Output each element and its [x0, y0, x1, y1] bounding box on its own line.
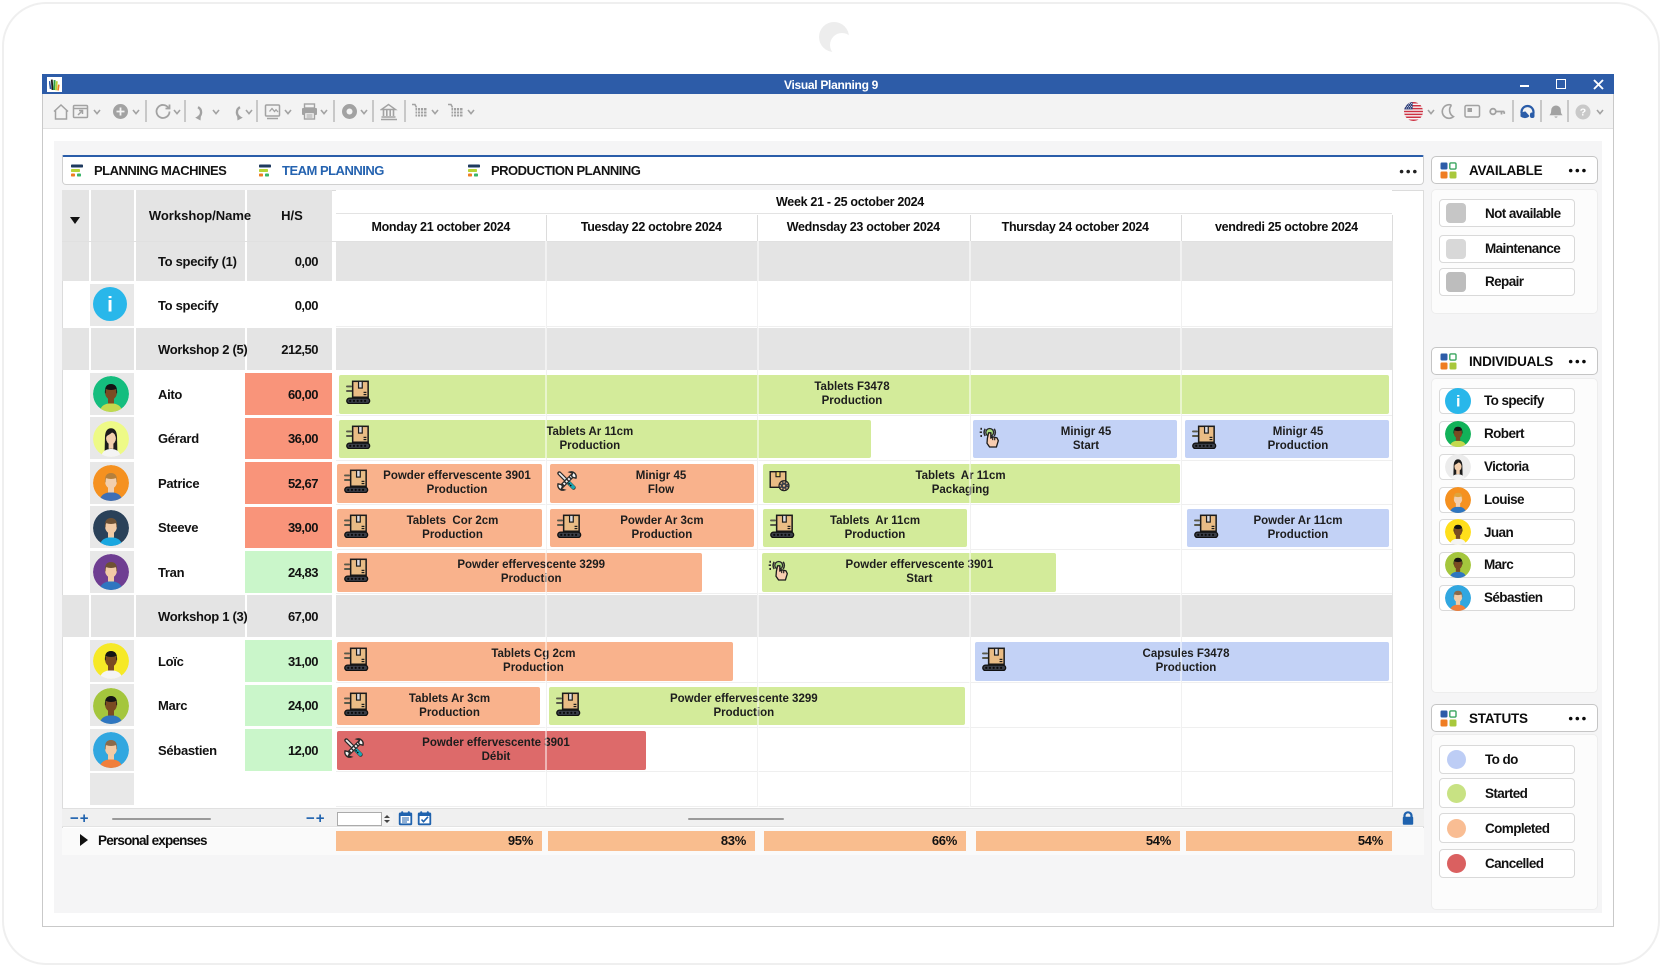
svg-text:i: i: [107, 294, 113, 317]
svg-text:?: ?: [1580, 107, 1586, 119]
svg-text:i: i: [1456, 393, 1460, 411]
